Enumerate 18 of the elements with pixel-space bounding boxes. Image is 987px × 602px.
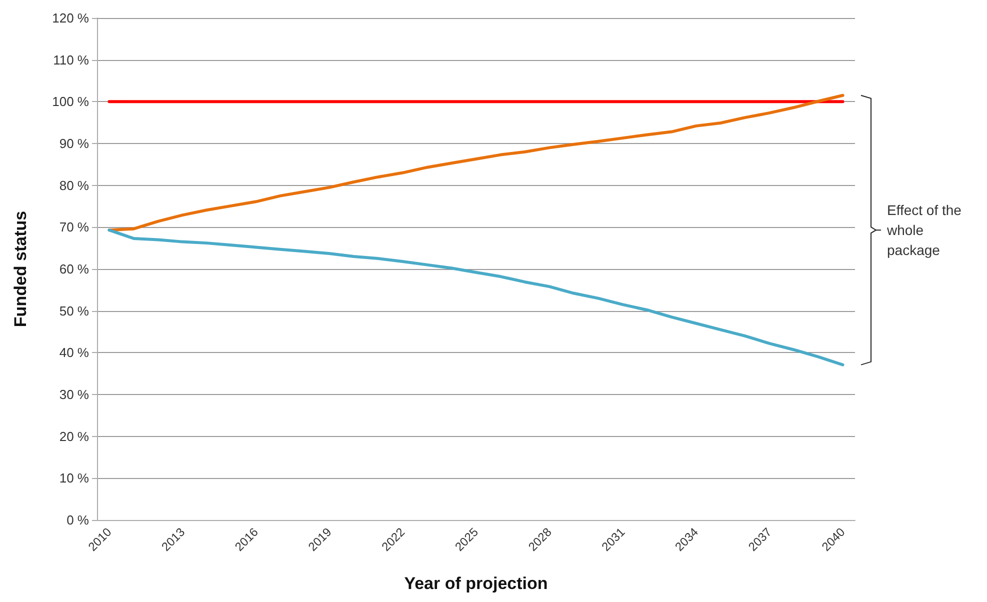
y-tick-label: 60 % [59, 262, 90, 276]
y-tick-label: 20 % [59, 428, 90, 444]
y-tick-label: 50 % [59, 303, 90, 318]
y-tick-label: 80 % [59, 178, 90, 193]
text: Effect of the whole package [886, 202, 966, 258]
y-tick-label: 120 % [52, 10, 90, 26]
line-series [108, 228, 844, 366]
y-tick-label: 0 % [66, 512, 90, 528]
x-axis-title: Year of projection [404, 574, 548, 593]
y-tick-label: 10 % [59, 470, 90, 486]
y-tick-label: 110 % [53, 52, 90, 68]
line-series [108, 94, 844, 232]
y-tick-label: 70 % [59, 220, 90, 235]
y-tick-label: 90 % [59, 136, 90, 151]
y-tick-label: 30 % [59, 387, 90, 402]
y-tick-label: 40 % [59, 345, 90, 360]
y-axis-title: Funded status [11, 210, 30, 328]
y-tick-label: 100 % [52, 94, 90, 110]
